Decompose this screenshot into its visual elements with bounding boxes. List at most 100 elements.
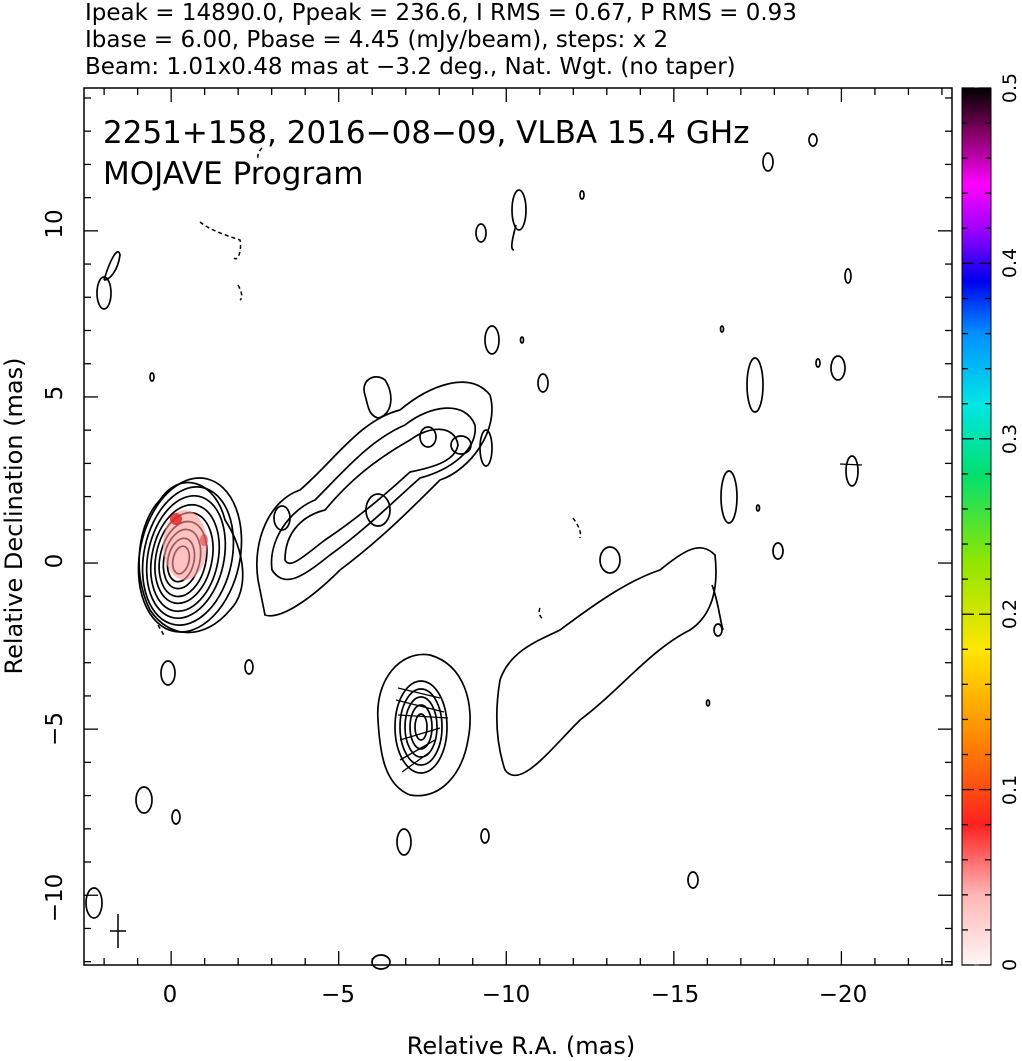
x-tick-label: −15 bbox=[651, 982, 700, 1008]
noise-contour bbox=[762, 152, 774, 172]
source-annotation: 2251+158, 2016−08−09, VLBA 15.4 GHz bbox=[103, 115, 749, 151]
noise-contour bbox=[244, 659, 254, 675]
core-contour bbox=[145, 494, 227, 620]
noise-contour bbox=[135, 786, 153, 814]
y-axis-ticks bbox=[84, 97, 952, 963]
knot-contour bbox=[404, 696, 438, 758]
core-contour bbox=[149, 503, 221, 613]
colorbar-tick-label: 0.3 bbox=[999, 424, 1021, 454]
noise-contour bbox=[103, 251, 121, 281]
jet-contour bbox=[284, 428, 459, 565]
noise-contour bbox=[171, 809, 181, 825]
noise-contour bbox=[85, 887, 103, 919]
pol-vector bbox=[399, 727, 441, 741]
noise-contour bbox=[599, 546, 621, 574]
negative-contour bbox=[257, 147, 263, 161]
negative-contour bbox=[199, 221, 242, 260]
noise-contour bbox=[705, 699, 711, 707]
y-tick-label: 0 bbox=[42, 554, 68, 569]
negative-contour bbox=[572, 517, 582, 539]
jet-contour bbox=[365, 493, 391, 527]
knot-contour bbox=[394, 680, 448, 774]
noise-contour bbox=[713, 623, 723, 637]
noise-contour bbox=[160, 660, 176, 686]
header-line-2: Ibase = 6.00, Pbase = 4.45 (mJy/beam), s… bbox=[85, 27, 668, 53]
x-axis-ticks bbox=[103, 88, 943, 965]
noise-contour bbox=[511, 189, 527, 231]
noise-contour bbox=[475, 223, 487, 243]
noise-contour bbox=[815, 358, 821, 368]
jet-contour bbox=[256, 381, 493, 617]
x-tick-label: −5 bbox=[321, 982, 355, 1008]
colorbar-tick-label: 0.4 bbox=[999, 248, 1021, 278]
y-tick-label: 5 bbox=[42, 386, 68, 401]
noise-contour bbox=[579, 190, 585, 200]
colorbar-tick-label: 0.2 bbox=[999, 599, 1021, 629]
noise-contour bbox=[687, 871, 699, 889]
core-color-image bbox=[163, 510, 208, 580]
noise-contour bbox=[844, 268, 852, 284]
noise-contour bbox=[510, 224, 517, 251]
pol-vector bbox=[401, 751, 431, 773]
header-line-3: Beam: 1.01x0.48 mas at −3.2 deg., Nat. W… bbox=[85, 54, 736, 80]
negative-contours bbox=[157, 147, 582, 638]
core-contour bbox=[138, 481, 244, 634]
x-tick-label: 0 bbox=[163, 982, 178, 1008]
core-color-blob bbox=[170, 513, 182, 525]
core-contour bbox=[141, 486, 235, 626]
knot-contour bbox=[409, 704, 433, 750]
x-tick-label: −10 bbox=[482, 982, 531, 1008]
negative-contour bbox=[157, 624, 165, 638]
polarization-vectors bbox=[395, 463, 863, 773]
y-tick-label: 10 bbox=[42, 209, 68, 238]
noise-contour bbox=[537, 373, 549, 393]
jet-contour bbox=[273, 505, 291, 531]
pol-vector bbox=[397, 687, 441, 699]
pol-vector bbox=[839, 463, 863, 466]
jet-contour bbox=[450, 435, 472, 455]
jet-contour bbox=[419, 426, 437, 448]
noise-contour bbox=[830, 355, 846, 381]
x-tick-label: −20 bbox=[819, 982, 868, 1008]
program-annotation: MOJAVE Program bbox=[103, 156, 363, 192]
noise-contour bbox=[480, 828, 490, 844]
knot-contour bbox=[414, 713, 428, 741]
noise-contour bbox=[720, 470, 738, 524]
noise-contour bbox=[519, 336, 525, 344]
colorbar-tick-label: 0 bbox=[999, 959, 1021, 971]
noise-contour bbox=[371, 954, 391, 970]
pol-vector bbox=[395, 699, 445, 713]
noise-contour bbox=[719, 325, 725, 333]
noise-contour bbox=[484, 325, 500, 355]
colorbar-ticks bbox=[962, 87, 991, 966]
pol-vector bbox=[397, 714, 449, 719]
colorbar bbox=[961, 87, 992, 966]
noise-contour bbox=[808, 133, 818, 147]
core-color-blob bbox=[163, 510, 207, 580]
noise-contour bbox=[149, 372, 155, 382]
core-color-blob bbox=[200, 534, 208, 546]
negative-contour bbox=[237, 284, 243, 301]
jet-contour bbox=[270, 407, 476, 581]
x-axis-label: Relative R.A. (mas) bbox=[407, 1032, 635, 1060]
y-tick-label: −5 bbox=[42, 712, 68, 746]
noise-contour bbox=[746, 357, 764, 413]
y-axis-label: Relative Declination (mas) bbox=[0, 357, 28, 674]
header-line-1: Ipeak = 14890.0, Ppeak = 236.6, I RMS = … bbox=[85, 0, 797, 26]
noise-contour bbox=[396, 828, 412, 856]
knot-contour bbox=[377, 653, 471, 797]
jet-contour bbox=[363, 376, 392, 419]
colorbar-tick-label: 0.1 bbox=[999, 775, 1021, 805]
colorbar-tick-label: 0.5 bbox=[999, 73, 1021, 103]
negative-contour bbox=[538, 607, 543, 619]
noise-contour bbox=[479, 429, 493, 467]
plot-frame bbox=[83, 87, 953, 966]
lobe-contour bbox=[495, 546, 717, 777]
noise-contour bbox=[845, 455, 859, 487]
restoring-beam bbox=[110, 914, 126, 948]
noise-contour bbox=[755, 504, 761, 512]
y-tick-label: −10 bbox=[42, 874, 68, 923]
pol-vector bbox=[399, 739, 436, 761]
contour-layer bbox=[85, 133, 859, 970]
